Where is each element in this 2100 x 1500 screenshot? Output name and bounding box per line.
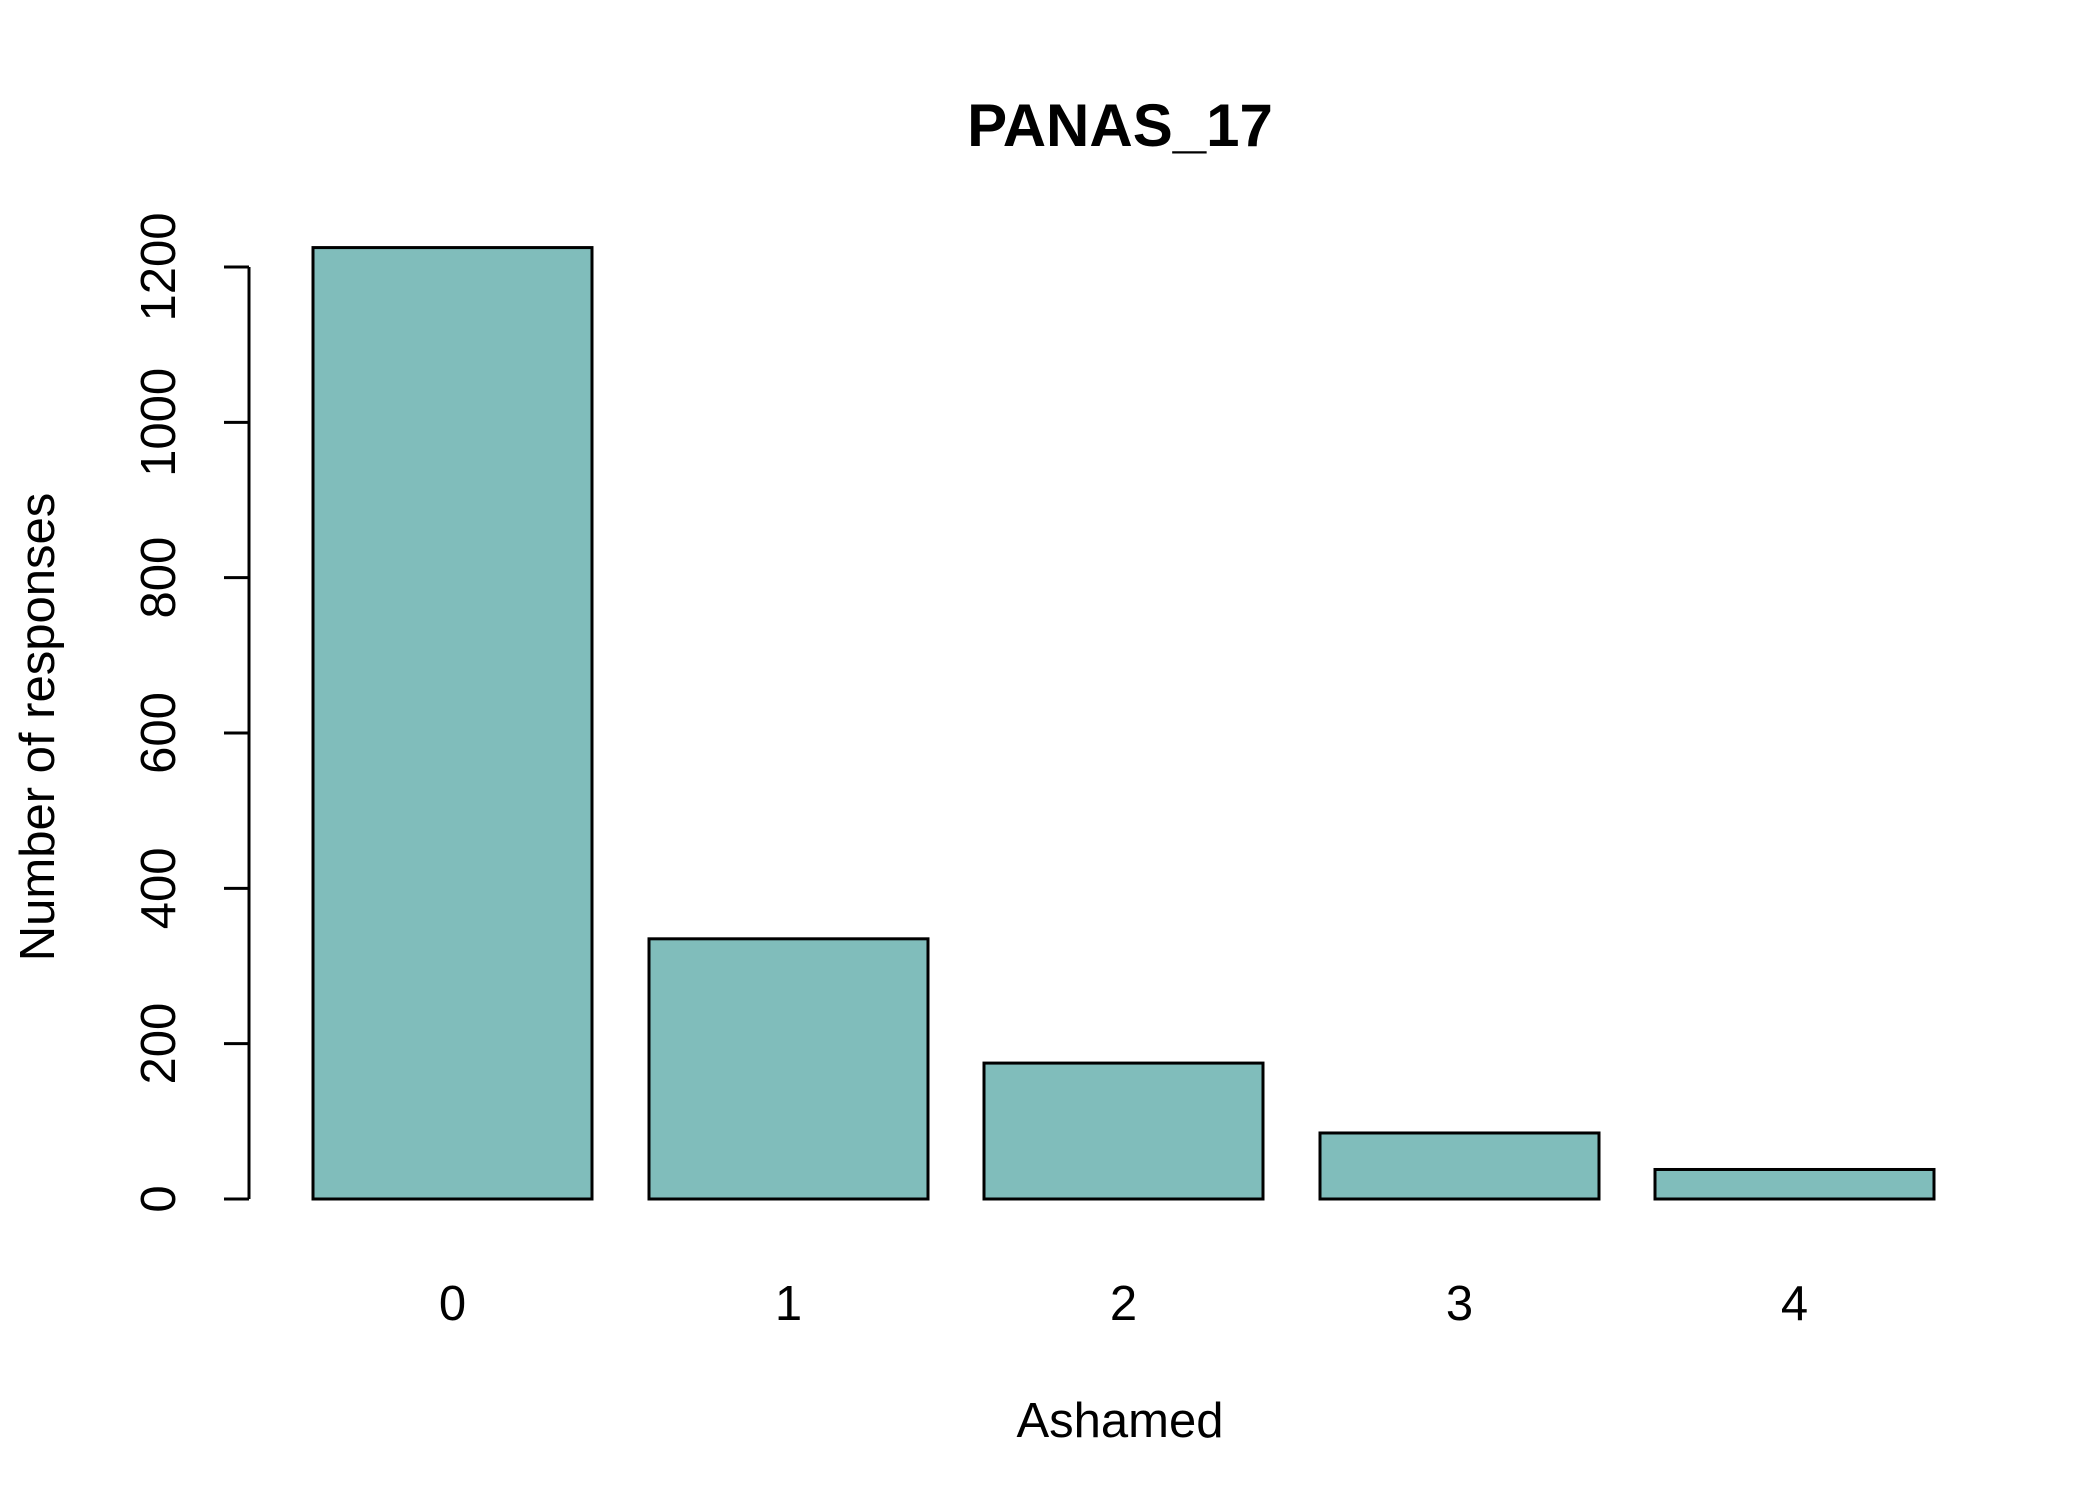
y-tick-label: 1200 [132, 212, 186, 321]
x-axis-label: Ashamed [1016, 1394, 1223, 1448]
y-tick-label: 200 [132, 1003, 186, 1085]
y-tick-label: 400 [132, 847, 186, 929]
x-tick-label: 1 [775, 1277, 802, 1331]
chart-title: PANAS_17 [967, 92, 1273, 159]
bar-1 [647, 937, 930, 1201]
y-tick-label: 1000 [132, 368, 186, 477]
y-tick-label: 800 [132, 537, 186, 619]
x-tick-label: 0 [439, 1277, 466, 1331]
y-axis: 0 200 400 600 800 1000 1200 [132, 212, 251, 1213]
y-axis-label: Number of responses [11, 493, 65, 961]
bar-0 [311, 246, 594, 1201]
x-tick-label: 3 [1446, 1277, 1473, 1331]
bar-2 [982, 1061, 1265, 1201]
bar-3 [1318, 1131, 1601, 1201]
bar-4 [1653, 1167, 1936, 1201]
x-tick-labels: 0 1 2 3 4 [439, 1277, 1808, 1331]
x-tick-label: 2 [1110, 1277, 1137, 1331]
y-tick-label: 600 [132, 692, 186, 774]
y-tick-label: 0 [132, 1185, 186, 1212]
x-tick-label: 4 [1781, 1277, 1808, 1331]
bar-group [311, 246, 1936, 1201]
